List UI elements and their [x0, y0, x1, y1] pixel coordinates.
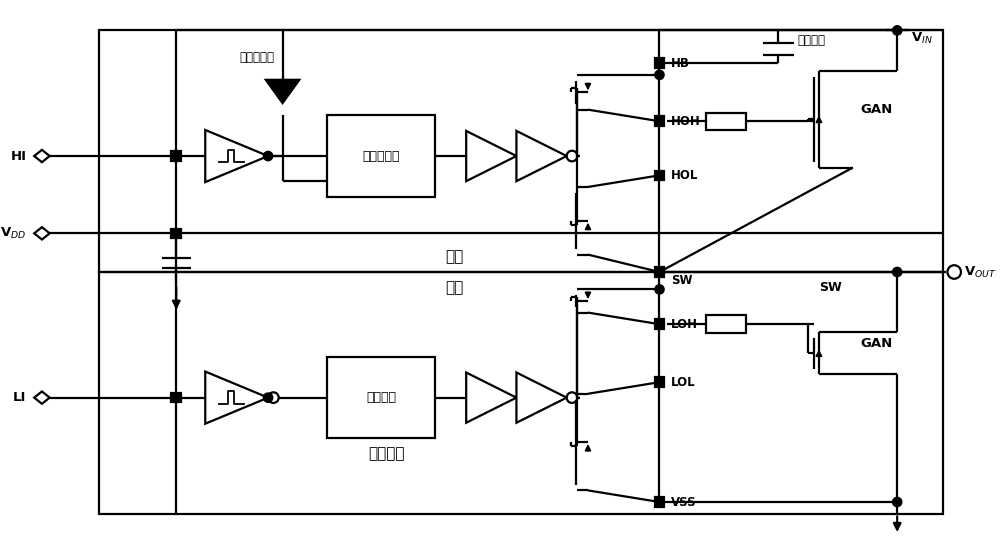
Text: HI: HI — [10, 150, 26, 163]
Bar — [327, 357, 435, 438]
Text: HOH: HOH — [671, 115, 701, 128]
Bar — [171, 393, 181, 403]
Text: 电平转换器: 电平转换器 — [362, 150, 400, 163]
Text: SW: SW — [671, 274, 693, 287]
Text: GAN: GAN — [860, 337, 893, 350]
Circle shape — [655, 70, 664, 79]
Bar — [171, 151, 181, 161]
Circle shape — [655, 267, 664, 277]
Text: 高端: 高端 — [445, 280, 464, 295]
Circle shape — [263, 151, 273, 160]
Text: LOH: LOH — [671, 318, 698, 331]
Bar — [99, 30, 943, 272]
Text: 延时匹配: 延时匹配 — [366, 391, 396, 404]
Text: HB: HB — [671, 57, 690, 70]
Text: V$_{DD}$: V$_{DD}$ — [0, 226, 26, 241]
Bar — [655, 58, 664, 68]
Text: HOL: HOL — [671, 169, 698, 182]
Text: VSS: VSS — [671, 496, 697, 509]
Polygon shape — [266, 80, 299, 103]
Text: 半桥驱动: 半桥驱动 — [369, 446, 405, 461]
Bar — [706, 316, 746, 333]
Bar — [327, 115, 435, 196]
Circle shape — [172, 151, 181, 160]
Bar — [171, 228, 181, 238]
Text: GAN: GAN — [860, 103, 893, 116]
Text: 自举二极管: 自举二极管 — [240, 51, 275, 64]
Circle shape — [655, 267, 664, 277]
Circle shape — [655, 171, 664, 180]
Circle shape — [655, 116, 664, 126]
Circle shape — [655, 59, 664, 68]
Circle shape — [655, 378, 664, 387]
Circle shape — [893, 497, 902, 506]
Text: 自举电容: 自举电容 — [798, 34, 826, 47]
Circle shape — [172, 228, 181, 238]
Circle shape — [172, 228, 181, 238]
Bar — [655, 378, 664, 387]
Circle shape — [263, 393, 273, 402]
Bar — [655, 319, 664, 329]
Text: SW: SW — [819, 281, 841, 294]
Circle shape — [655, 497, 664, 506]
Bar — [655, 170, 664, 180]
Circle shape — [893, 26, 902, 35]
Text: 低端: 低端 — [445, 249, 464, 264]
Bar — [655, 116, 664, 126]
Bar — [655, 497, 664, 507]
Circle shape — [655, 59, 664, 68]
Bar — [99, 272, 943, 514]
Bar — [706, 113, 746, 130]
Bar — [655, 267, 664, 277]
Text: LI: LI — [13, 391, 26, 404]
Text: LOL: LOL — [671, 376, 696, 388]
Circle shape — [655, 319, 664, 329]
Text: V$_{IN}$: V$_{IN}$ — [911, 30, 933, 46]
Circle shape — [172, 393, 181, 402]
Text: V$_{OUT}$: V$_{OUT}$ — [964, 264, 997, 280]
Circle shape — [655, 285, 664, 294]
Circle shape — [893, 267, 902, 277]
